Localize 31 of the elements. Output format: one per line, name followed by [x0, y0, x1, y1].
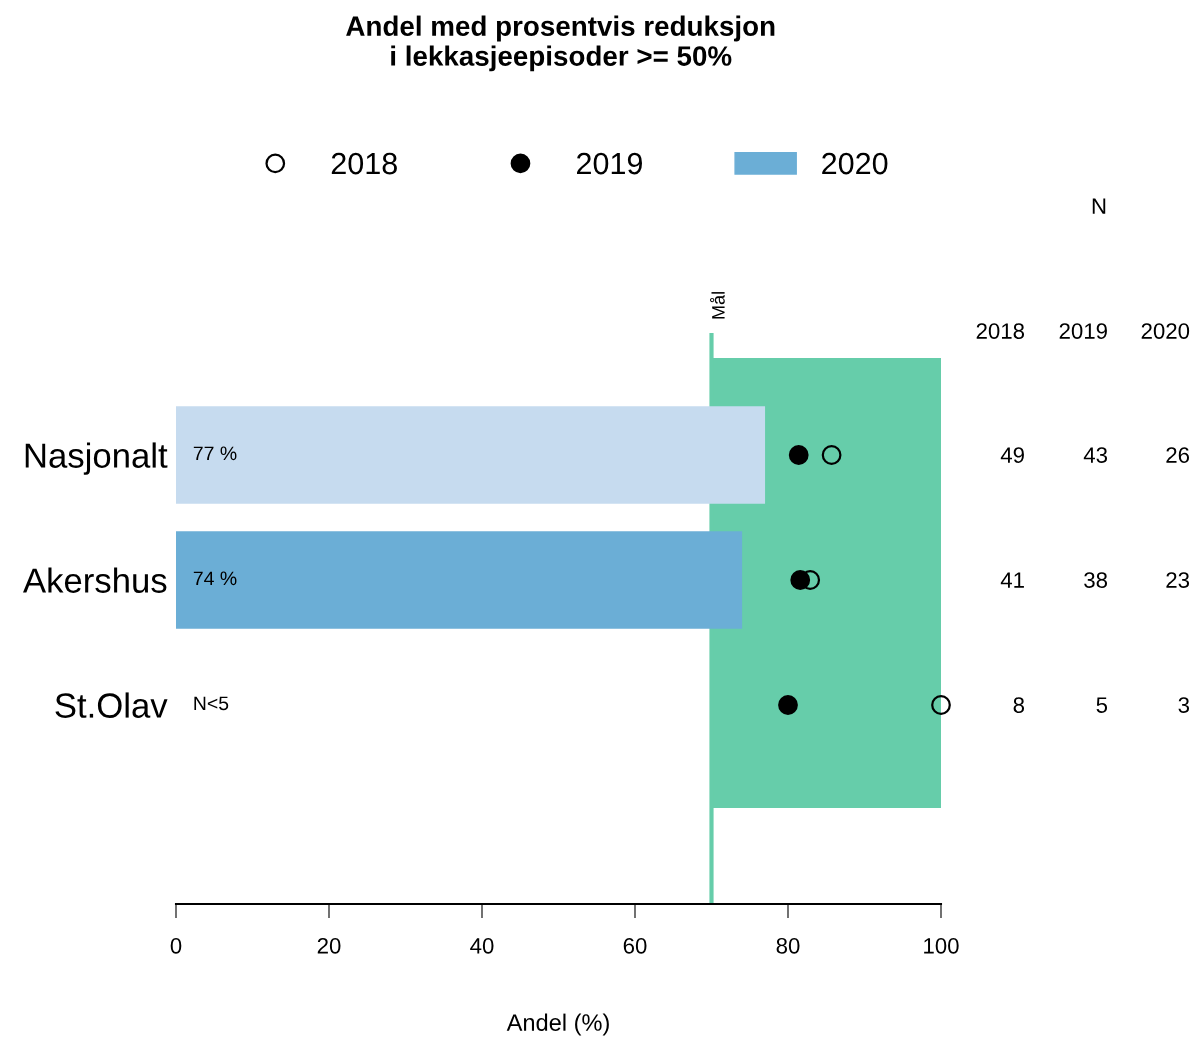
text: 43	[1083, 447, 1108, 463]
ref-line-label: Mål	[710, 292, 725, 319]
text: N<5	[194, 696, 229, 711]
y-tick-label: St.Olav	[55, 692, 168, 718]
text: 2020	[1141, 323, 1190, 339]
x-tick-label: 20	[317, 937, 341, 954]
text: 2019	[1059, 323, 1107, 339]
chart-title: Andel med prosentvis reduksjon i lekkasjeepisoder >= 50%	[346, 15, 775, 72]
text: 5	[1096, 697, 1108, 713]
x-tick-label: 40	[470, 937, 494, 954]
text: 41	[1000, 572, 1024, 588]
text: 3	[1178, 697, 1190, 713]
y-tick-label: Akershus	[23, 567, 167, 593]
x-tick-label: 80	[776, 937, 800, 954]
legend-label: 2019	[577, 152, 642, 175]
data-label: 74 %	[193, 571, 237, 586]
text: 2018	[976, 323, 1025, 339]
text: 38	[1084, 572, 1108, 588]
legend-label: 2020	[822, 152, 888, 175]
text: 49	[1000, 447, 1024, 463]
x-axis-title: Andel (%)	[506, 1013, 609, 1036]
text: 23	[1166, 572, 1190, 588]
x-tick-label: 60	[623, 937, 647, 954]
x-tick-label: 100	[924, 937, 959, 954]
data-label: 77 %	[193, 446, 237, 461]
text: 8	[1013, 697, 1025, 713]
text: 26	[1166, 447, 1190, 463]
text: N	[1092, 198, 1106, 214]
y-tick-label: Nasjonalt	[25, 442, 168, 475]
legend-label: 2018	[331, 152, 397, 175]
x-tick-label: 0	[170, 937, 182, 954]
